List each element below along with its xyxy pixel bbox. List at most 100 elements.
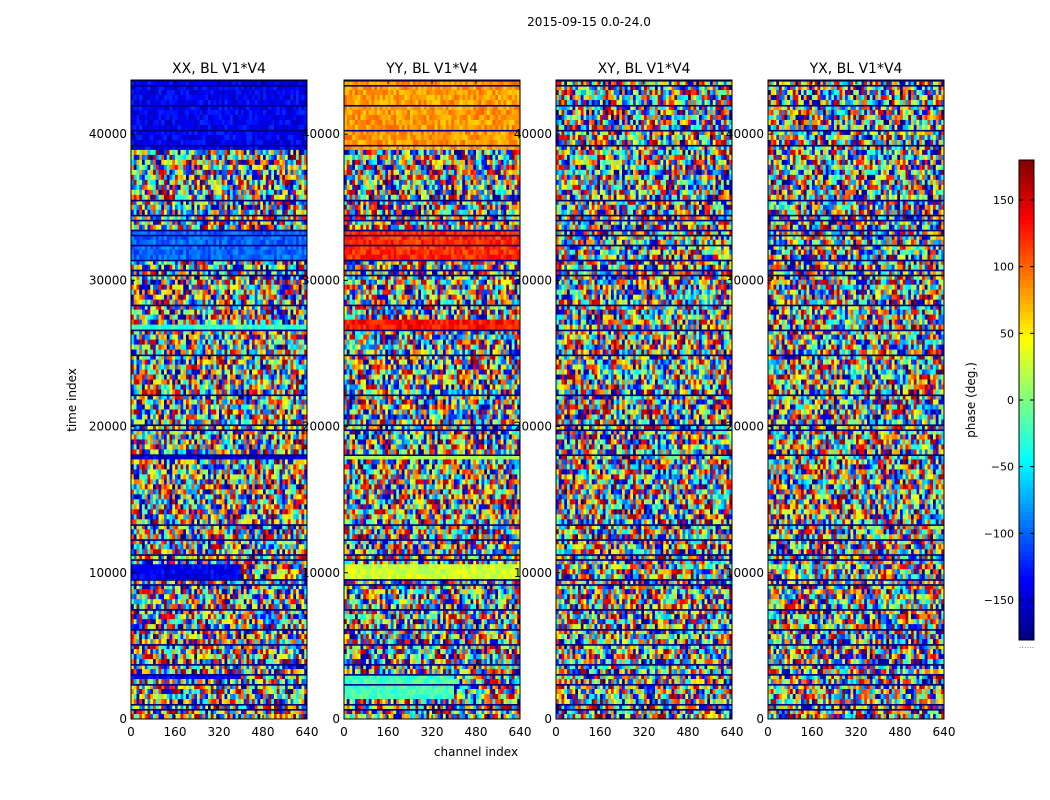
phase-cell bbox=[197, 264, 201, 271]
phase-cell bbox=[235, 404, 239, 410]
phase-cell bbox=[290, 279, 294, 286]
phase-cell bbox=[213, 409, 217, 415]
phase-cell bbox=[265, 219, 269, 226]
phase-cell bbox=[188, 224, 192, 231]
phase-cell bbox=[133, 374, 137, 380]
phase-cell bbox=[136, 124, 140, 131]
phase-cell bbox=[249, 129, 253, 136]
phase-cell bbox=[136, 289, 140, 296]
phase-cell bbox=[169, 174, 173, 181]
phase-cell bbox=[227, 199, 231, 206]
phase-cell bbox=[158, 289, 162, 296]
phase-cell bbox=[227, 294, 231, 300]
phase-cell bbox=[252, 164, 256, 171]
phase-cell bbox=[232, 424, 236, 430]
phase-cell bbox=[197, 324, 201, 330]
phase-cell bbox=[290, 389, 294, 395]
phase-cell bbox=[155, 104, 159, 111]
phase-cell bbox=[208, 124, 212, 131]
phase-cell bbox=[208, 99, 212, 106]
phase-cell bbox=[161, 144, 165, 151]
phase-cell bbox=[252, 194, 256, 201]
phase-cell bbox=[279, 459, 283, 465]
phase-cell bbox=[172, 209, 176, 216]
phase-cell bbox=[252, 309, 256, 315]
phase-cell bbox=[257, 294, 261, 300]
phase-cell bbox=[197, 394, 201, 400]
phase-cell bbox=[254, 389, 258, 395]
phase-cell bbox=[268, 289, 272, 296]
phase-cell bbox=[298, 384, 302, 390]
phase-cell bbox=[188, 459, 192, 465]
phase-cell bbox=[139, 434, 143, 440]
phase-cell bbox=[241, 189, 245, 196]
phase-cell bbox=[202, 124, 206, 131]
phase-cell bbox=[230, 124, 234, 131]
phase-cell bbox=[147, 419, 151, 425]
phase-cell bbox=[194, 164, 198, 171]
phase-cell bbox=[257, 419, 261, 425]
phase-cell bbox=[265, 274, 269, 281]
phase-cell bbox=[232, 279, 236, 286]
phase-cell bbox=[150, 424, 154, 430]
phase-cell bbox=[169, 159, 173, 166]
phase-cell bbox=[169, 414, 173, 420]
phase-cell bbox=[161, 264, 165, 271]
phase-cell bbox=[249, 134, 253, 141]
phase-cell bbox=[254, 129, 258, 136]
phase-cell bbox=[183, 109, 187, 116]
phase-cell bbox=[293, 219, 297, 226]
phase-cell bbox=[144, 394, 148, 400]
phase-cell bbox=[161, 399, 165, 405]
phase-cell bbox=[166, 379, 170, 385]
phase-cell bbox=[243, 359, 247, 365]
phase-cell bbox=[139, 169, 143, 176]
phase-cell bbox=[279, 114, 283, 121]
phase-cell bbox=[227, 169, 231, 176]
phase-cell bbox=[213, 459, 217, 465]
phase-cell bbox=[304, 229, 308, 236]
phase-cell bbox=[210, 99, 214, 106]
phase-cell bbox=[175, 419, 179, 425]
phase-cell bbox=[199, 394, 203, 400]
phase-cell bbox=[274, 199, 278, 206]
phase-cell bbox=[279, 279, 283, 286]
phase-cell bbox=[161, 344, 165, 350]
phase-cell bbox=[238, 399, 242, 405]
phase-cell bbox=[158, 319, 162, 325]
phase-cell bbox=[175, 109, 179, 116]
phase-cell bbox=[210, 324, 214, 330]
phase-cell bbox=[252, 339, 256, 345]
phase-cell bbox=[172, 229, 176, 236]
phase-cell bbox=[219, 304, 223, 310]
phase-cell bbox=[155, 409, 159, 415]
phase-cell bbox=[238, 269, 242, 276]
phase-cell bbox=[131, 339, 135, 345]
phase-cell bbox=[219, 154, 223, 161]
phase-cell bbox=[158, 184, 162, 191]
phase-cell bbox=[177, 349, 181, 355]
phase-cell bbox=[172, 254, 176, 261]
phase-cell bbox=[260, 299, 264, 305]
phase-cell bbox=[232, 414, 236, 420]
phase-cell bbox=[254, 199, 258, 206]
phase-cell bbox=[144, 389, 148, 395]
phase-cell bbox=[238, 224, 242, 231]
phase-cell bbox=[136, 434, 140, 440]
phase-cell bbox=[290, 344, 294, 350]
phase-cell bbox=[186, 254, 190, 261]
phase-cell bbox=[260, 324, 264, 330]
phase-cell bbox=[254, 329, 258, 335]
phase-cell bbox=[230, 389, 234, 395]
phase-cell bbox=[210, 184, 214, 191]
phase-cell bbox=[227, 299, 231, 305]
phase-cell bbox=[290, 249, 294, 256]
phase-cell bbox=[235, 99, 239, 106]
phase-cell bbox=[230, 404, 234, 410]
phase-cell bbox=[268, 404, 272, 410]
phase-cell bbox=[285, 344, 289, 350]
phase-cell bbox=[224, 364, 228, 370]
phase-cell bbox=[144, 434, 148, 440]
phase-cell bbox=[216, 329, 220, 335]
